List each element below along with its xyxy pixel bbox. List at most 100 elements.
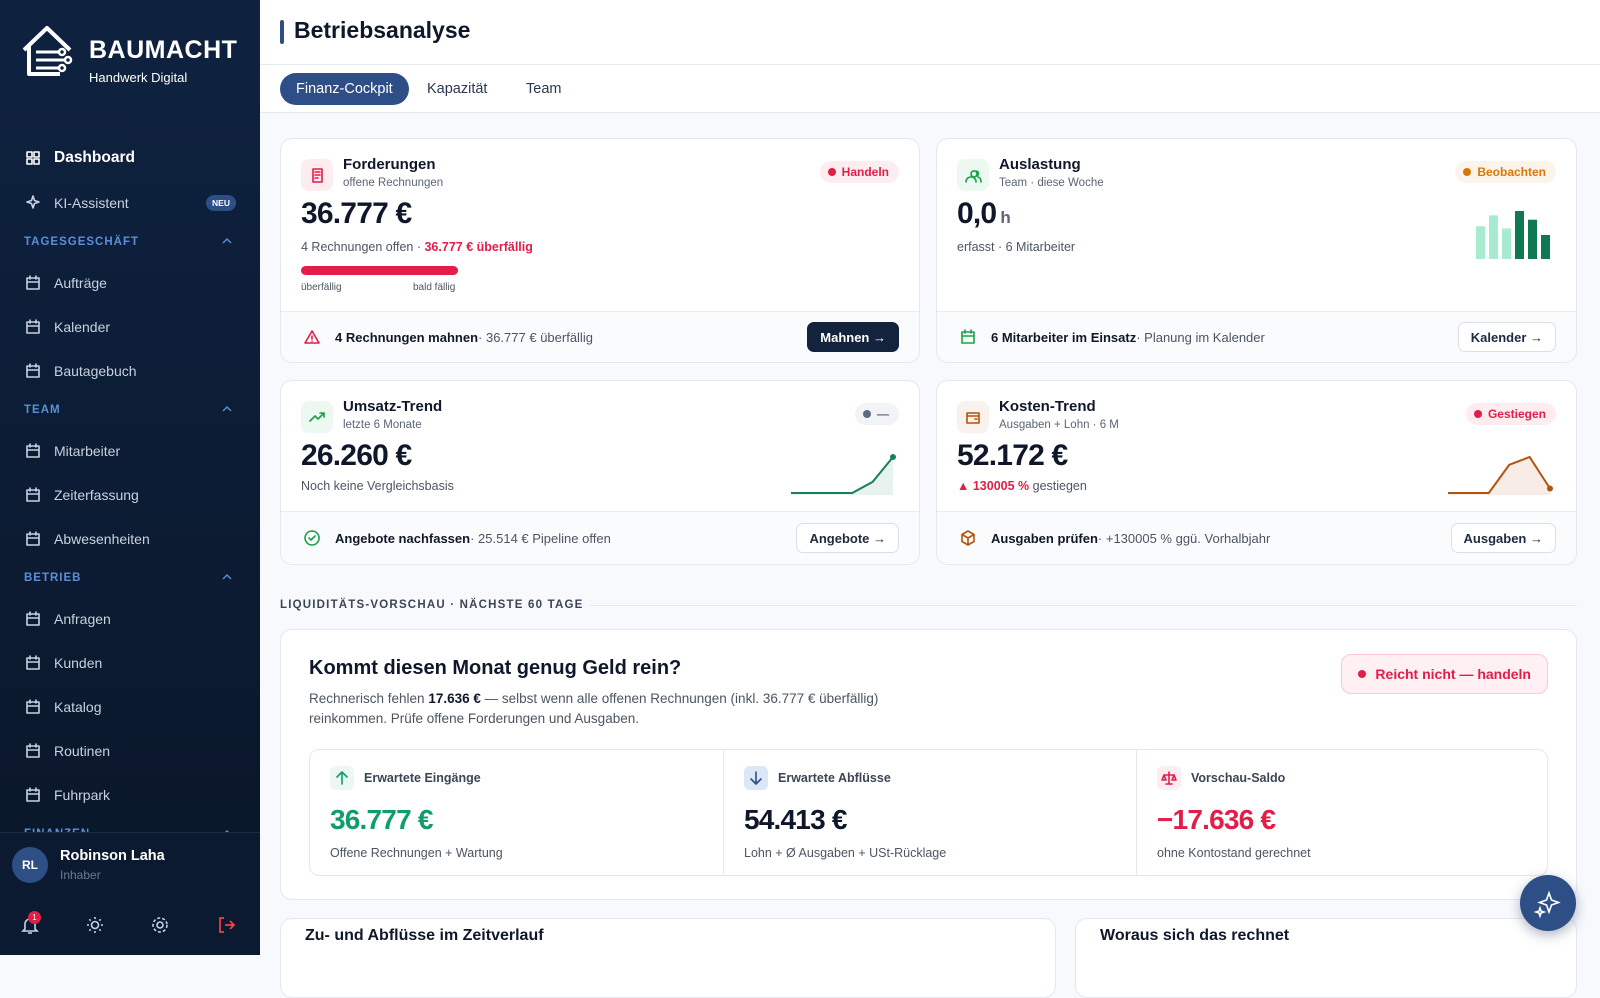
- sidebar: BAUMACHT Handwerk Digital Dashboard KI-As…: [0, 0, 260, 955]
- nav-item[interactable]: KI-Assistent NEU: [24, 185, 236, 221]
- value-unit: h: [1000, 208, 1011, 227]
- avatar[interactable]: RL: [12, 847, 48, 883]
- tab[interactable]: Team: [526, 81, 562, 97]
- action-button[interactable]: Angebote →: [796, 523, 899, 553]
- value-text: 52.172 €: [957, 439, 1068, 472]
- icon: [961, 530, 975, 546]
- mini-bar-chart: [1476, 211, 1550, 259]
- notification-badge: 1: [28, 911, 41, 924]
- icon: [965, 170, 982, 183]
- kpi-detail: 4 Rechnungen offen · 36.777 € überfällig: [301, 240, 533, 254]
- kpi-badge: Handeln: [819, 161, 899, 183]
- action-button[interactable]: Mahnen →: [807, 322, 899, 352]
- status-text: Reicht nicht — handeln: [1375, 666, 1531, 682]
- logout-icon[interactable]: [216, 915, 236, 935]
- nav-item[interactable]: Kalender: [24, 309, 236, 345]
- action-note: · +130005 % ggü. Vorhalbjahr: [1097, 530, 1271, 546]
- action-title: 4 Rechnungen mahnen: [335, 329, 479, 345]
- stat-icon: [744, 766, 768, 790]
- user-panel: RL Robinson Laha Inhaber 1: [0, 832, 260, 955]
- nav-item[interactable]: Abwesenheiten: [24, 521, 236, 557]
- nav-item[interactable]: Mitarbeiter: [24, 433, 236, 469]
- tab[interactable]: Kapazität: [427, 81, 488, 97]
- logo: [22, 26, 73, 76]
- nav-item[interactable]: Kunden: [24, 645, 236, 681]
- detail-part: gestiegen: [1029, 479, 1087, 493]
- value-text: 0,0: [957, 197, 997, 230]
- settings-icon[interactable]: [150, 915, 170, 935]
- nav-section-title: BETRIEB: [24, 572, 82, 584]
- tab[interactable]: Finanz-Cockpit: [280, 73, 409, 105]
- sparkle-icon: [1533, 890, 1561, 919]
- card-title: Zu- und Abflüsse im Zeitverlauf: [305, 927, 544, 944]
- nav-badge: NEU: [206, 195, 236, 211]
- brand: BAUMACHT: [89, 36, 238, 64]
- stat-label-text: Erwartete Abflüsse: [778, 771, 891, 785]
- stat-value: −17.636 €: [1157, 804, 1276, 835]
- bar: [1541, 235, 1550, 259]
- icon: [26, 743, 40, 758]
- stat-label-text: Vorschau-Saldo: [1191, 771, 1286, 785]
- nav-label: Fuhrpark: [54, 787, 111, 803]
- chevron: [222, 404, 232, 416]
- main: Betriebsanalyse Finanz-Cockpit Kapazität…: [260, 0, 1600, 998]
- nav-item[interactable]: Bautagebuch: [24, 353, 236, 389]
- sparkline-line: [791, 456, 894, 494]
- icon: [26, 611, 40, 626]
- kpi-detail: ▲ 130005 % gestiegen: [957, 479, 1087, 493]
- stat: Erwartete Eingänge 36.777 € Offene Rechnun…: [310, 750, 723, 875]
- overdue-bar: [301, 266, 458, 275]
- stat-label: Erwartete Abflüsse: [744, 766, 1116, 790]
- stat-label: Vorschau-Saldo: [1157, 766, 1529, 790]
- theme-icon[interactable]: [85, 915, 105, 935]
- icon: [26, 655, 40, 670]
- kpi-title: Umsatz-Trend: [343, 398, 443, 415]
- icon: [961, 329, 975, 344]
- icon: [1161, 771, 1177, 785]
- stat-icon: [330, 766, 354, 790]
- nav-label: Aufträge: [54, 275, 107, 291]
- nav-section-title: TEAM: [24, 404, 61, 416]
- nav-item[interactable]: Dashboard: [24, 140, 236, 176]
- detail-part: erfasst · 6 Mitarbeiter: [957, 240, 1076, 254]
- nav-label: Bautagebuch: [54, 363, 137, 379]
- stat-note: ohne Kontostand gerechnet: [1157, 846, 1311, 860]
- nav-item[interactable]: Katalog: [24, 689, 236, 725]
- assistant-button[interactable]: [1520, 875, 1576, 931]
- nav-item[interactable]: Anfragen: [24, 601, 236, 637]
- chevron: [222, 236, 232, 248]
- action-button[interactable]: Kalender →: [1457, 322, 1556, 352]
- chevron: [222, 572, 232, 584]
- nav-item[interactable]: Routinen: [24, 733, 236, 769]
- action-note: · Planung im Kalender: [1136, 329, 1265, 345]
- kpi-card: Kosten-Trend Ausgaben + Lohn · 6 M Gestieg…: [936, 380, 1577, 565]
- kpi-icon: [957, 401, 989, 433]
- badge-text: Handeln: [841, 165, 889, 179]
- nav-label: Kalender: [54, 319, 111, 335]
- bar: [1489, 215, 1498, 259]
- kpi-footer: Ausgaben prüfen · +130005 % ggü. Vorhalb…: [937, 511, 1576, 564]
- sparkline: [791, 454, 896, 495]
- detail-part: Noch keine Vergleichsbasis: [301, 479, 454, 493]
- kpi-icon: [301, 159, 333, 191]
- nav: Dashboard KI-Assistent NEU TAGESGESCHÄFT Auf…: [0, 130, 260, 850]
- kpi-subtitle: offene Rechnungen: [343, 177, 444, 189]
- value-text: 36.777 €: [301, 197, 412, 230]
- kpi-badge: —: [855, 403, 899, 425]
- icon: [966, 412, 980, 424]
- bar: [1515, 211, 1524, 259]
- nav-item[interactable]: Aufträge: [24, 265, 236, 301]
- kpi-subtitle: Team · diese Woche: [999, 177, 1104, 189]
- kpi-subtitle: Ausgaben + Lohn · 6 M: [999, 419, 1119, 431]
- icon: [26, 151, 40, 165]
- header: Betriebsanalyse: [260, 0, 1600, 65]
- badge-dot: [1473, 410, 1482, 418]
- action-button[interactable]: Ausgaben →: [1450, 523, 1556, 553]
- badge-dot: [827, 168, 836, 176]
- nav-label: Mitarbeiter: [54, 443, 121, 459]
- icon: [26, 787, 40, 802]
- title-accent: [280, 20, 284, 44]
- nav-item[interactable]: Zeiterfassung: [24, 477, 236, 513]
- nav-item[interactable]: Fuhrpark: [24, 777, 236, 813]
